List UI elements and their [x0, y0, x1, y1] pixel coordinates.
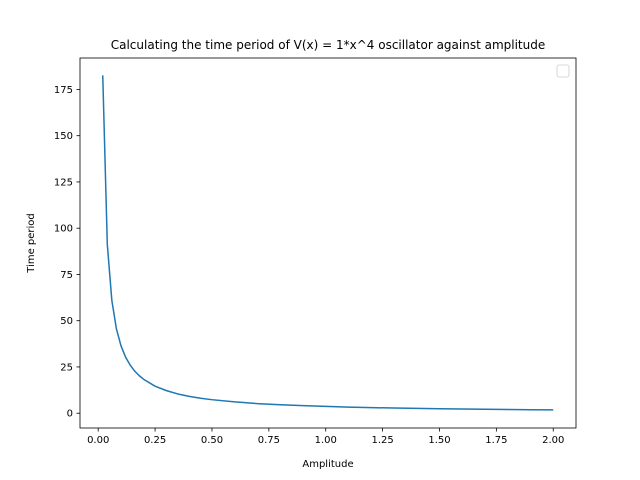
- plot-area: [80, 58, 576, 428]
- x-tick-label: 1.00: [315, 435, 337, 446]
- x-tick-label: 0.50: [201, 435, 223, 446]
- y-tick-label: 100: [54, 224, 73, 235]
- x-axis-label: Amplitude: [302, 459, 353, 470]
- y-tick-label: 75: [60, 270, 73, 281]
- y-tick-label: 125: [54, 177, 73, 188]
- series-layer: [102, 75, 554, 411]
- x-tick-label: 1.75: [485, 435, 507, 446]
- x-tick-label: 0.25: [144, 435, 166, 446]
- chart-title: Calculating the time period of V(x) = 1*…: [111, 38, 546, 52]
- x-tick-label: 2.00: [542, 435, 564, 446]
- y-tick-label: 150: [54, 131, 73, 142]
- x-tick-label: 1.25: [371, 435, 393, 446]
- plot-frame: [79, 57, 577, 429]
- y-tick-label: 50: [60, 316, 73, 327]
- y-axis-ticks: 0 25 50 75 100 125 150 175: [54, 85, 80, 420]
- y-tick-label: 0: [67, 409, 73, 420]
- y-axis-label: Time period: [26, 213, 37, 274]
- x-tick-label: 0.75: [258, 435, 280, 446]
- x-tick-label: 0.00: [87, 435, 109, 446]
- series-line: [102, 75, 554, 411]
- legend-box: [556, 64, 570, 78]
- x-tick-label: 1.50: [428, 435, 450, 446]
- y-tick-label: 175: [54, 85, 73, 96]
- y-tick-label: 25: [60, 362, 73, 373]
- x-axis-ticks: 0.00 0.25 0.50 0.75 1.00 1.25 1.50 1.75 2.00: [87, 428, 564, 446]
